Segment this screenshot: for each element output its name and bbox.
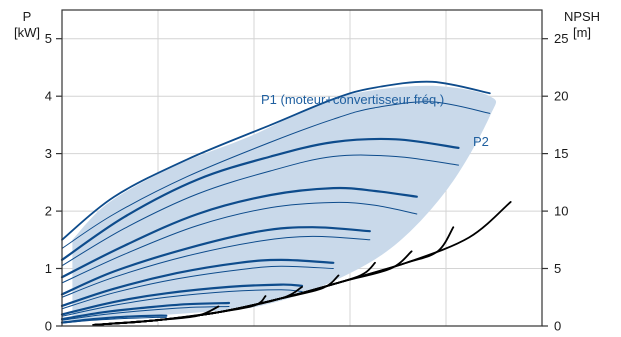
power-curve [61,235,371,298]
plot-frame [61,9,543,327]
right-tick-label: 5 [554,261,561,276]
power-curve [60,186,418,279]
power-curve [61,289,303,317]
right-tick-label: 20 [554,89,568,104]
right-tick-label: 25 [554,31,568,46]
npsh-curves [92,201,512,326]
left-tick-label: 4 [45,89,52,104]
power-curve [61,80,491,241]
right-axis-title-line1: NPSH [564,9,600,24]
p1-series-label: P1 (moteur+convertisseur fréq.) [261,92,444,107]
right-axis-title-line2: [m] [573,25,591,40]
right-tick-label: 15 [554,146,568,161]
power-curve [61,265,334,310]
power-curve [60,283,304,316]
left-axis-ticks: 0 1 2 3 4 5 [45,31,62,334]
left-tick-label: 1 [45,261,52,276]
power-curve [60,314,168,324]
power-curve [61,101,491,249]
operating-range-area [72,85,497,321]
power-curve [61,201,418,284]
npsh-curve [92,305,220,326]
operating-range-band [72,85,497,321]
power-curve [61,306,230,321]
power-curve [60,301,231,321]
power-curve [60,137,460,261]
power-curve [60,258,335,307]
right-axis-ticks: 0 5 10 15 20 25 [542,31,568,334]
left-tick-label: 2 [45,204,52,219]
left-tick-label: 0 [45,319,52,334]
power-curves [60,80,491,324]
left-axis-title-line2: [kW] [14,25,40,40]
left-axis-title-line1: P [23,9,32,24]
right-tick-label: 0 [554,319,561,334]
right-tick-label: 10 [554,204,568,219]
left-tick-label: 5 [45,31,52,46]
power-curve [61,316,167,324]
power-curve [61,154,459,267]
power-curve [60,226,371,296]
left-tick-label: 3 [45,146,52,161]
p2-series-label: P2 [473,134,489,149]
